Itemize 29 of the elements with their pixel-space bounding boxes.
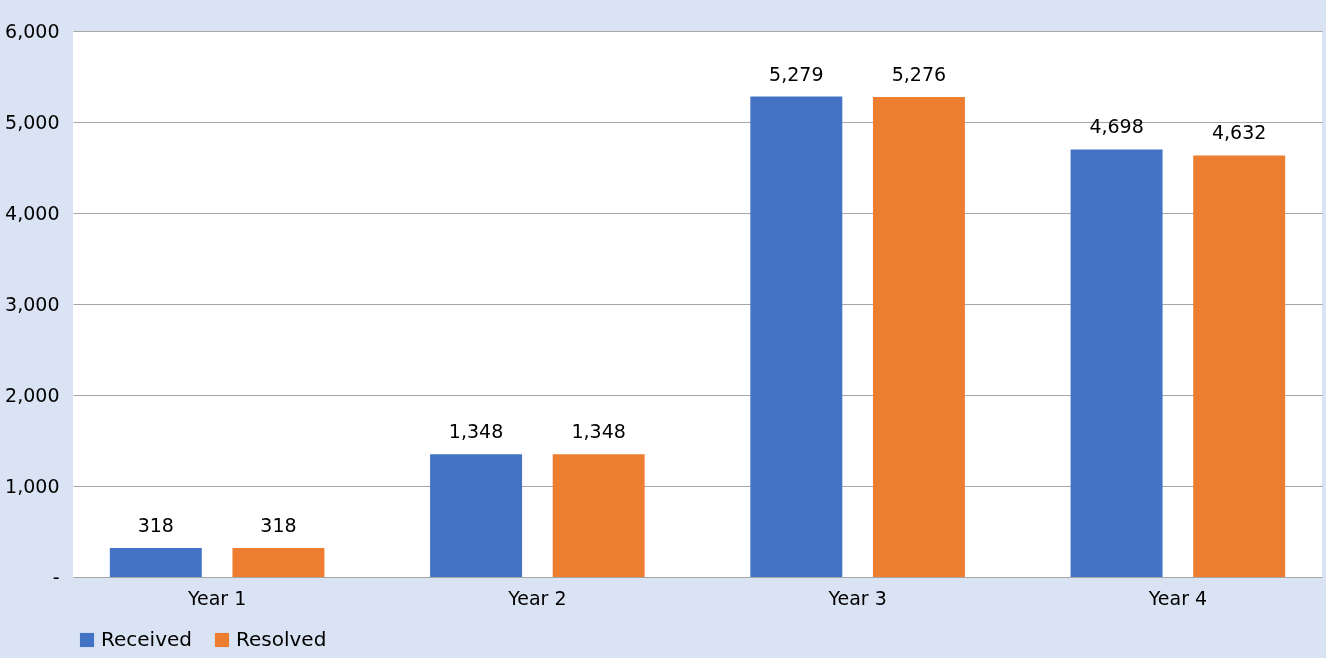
data-label: 4,632 (1211, 121, 1267, 144)
data-label: 5,276 (891, 62, 947, 85)
legend-label: Resolved (236, 627, 327, 651)
y-tick-label: 1,000 (5, 474, 60, 497)
x-tick-label: Year 3 (827, 586, 887, 609)
y-tick-label: 3,000 (5, 292, 60, 315)
data-label: 318 (137, 514, 174, 537)
bar (552, 454, 645, 577)
y-tick-label: 5,000 (5, 110, 60, 133)
data-label: 5,279 (769, 62, 824, 85)
y-tick-label: - (52, 565, 60, 588)
bar (1070, 149, 1163, 577)
bar (232, 548, 325, 577)
data-label: 1,348 (571, 420, 626, 443)
bar (1193, 155, 1286, 577)
bar (430, 454, 523, 577)
bar (750, 96, 843, 577)
legend-label: Received (101, 627, 192, 651)
bar (872, 96, 965, 577)
y-tick-label: 2,000 (5, 383, 60, 406)
x-tick-label: Year 1 (186, 586, 247, 609)
data-label: 1,348 (448, 420, 504, 443)
x-tick-label: Year 4 (1147, 586, 1208, 609)
bar (109, 548, 202, 577)
y-tick-label: 4,000 (5, 201, 60, 224)
data-label: 4,698 (1089, 115, 1144, 138)
y-tick-label: 6,000 (5, 19, 60, 42)
x-tick-label: Year 2 (507, 586, 567, 609)
data-label: 318 (260, 514, 297, 537)
